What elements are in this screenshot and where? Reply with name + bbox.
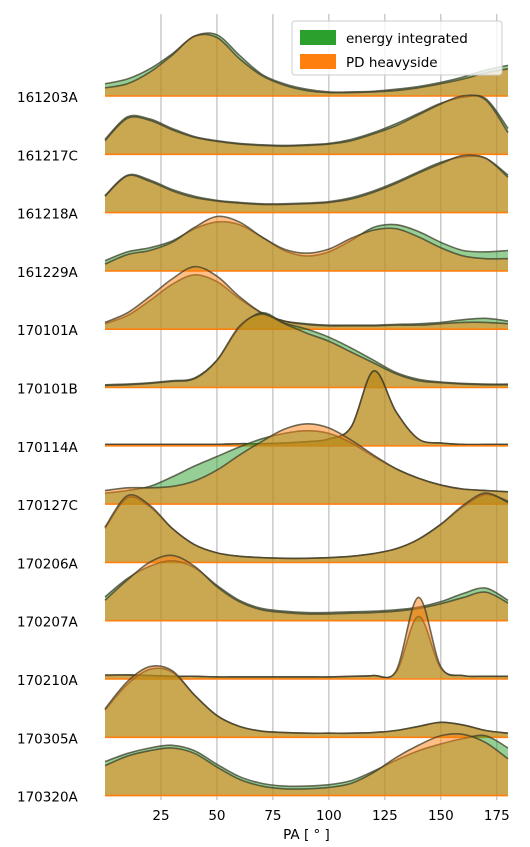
pd-heavyside-line-161217C: [104, 94, 509, 147]
ridge-row-161217C: [104, 94, 509, 156]
pd-heavyside-area-161218A: [105, 154, 508, 213]
pd-heavyside-line-161203A: [104, 33, 509, 94]
row-labels: 161203A 161217C 161218A 161229A 170101A 17010…: [17, 90, 79, 806]
ridge-row-170101B: [104, 311, 509, 389]
pd-heavyside-line-170305A: [104, 664, 509, 735]
row-label-170101B: 170101B: [17, 382, 78, 398]
legend-box: [291, 20, 503, 76]
row-label-161203A: 161203A: [17, 90, 79, 106]
pd-heavyside-area-170210A: [105, 597, 508, 679]
legend-label-energy-integrated: energy integrated: [346, 31, 468, 47]
ridge-row-170101A: [104, 265, 509, 331]
pd-heavyside-line-170101B: [104, 313, 509, 387]
x-tick-label-175: 175: [484, 808, 510, 824]
x-tick-label-125: 125: [372, 808, 398, 824]
row-label-170207A: 170207A: [17, 615, 79, 631]
x-tick-label-75: 75: [264, 808, 281, 824]
x-tick-label-150: 150: [428, 808, 454, 824]
pd-heavyside-area-161217C: [105, 95, 508, 155]
row-label-161217C: 161217C: [17, 148, 78, 164]
row-label-170320A: 170320A: [17, 790, 79, 806]
ridge-rows: [104, 32, 509, 797]
pd-heavyside-area-161203A: [105, 34, 508, 96]
row-label-170210A: 170210A: [17, 673, 79, 689]
row-label-170206A: 170206A: [17, 556, 79, 572]
pd-heavyside-line-170320A: [104, 733, 509, 790]
pd-heavyside-area-170320A: [105, 733, 508, 796]
legend-label-PD-heavyside: PD heavyside: [346, 55, 438, 71]
x-axis-label: PA [ ° ]: [283, 827, 330, 843]
ridge-row-161203A: [104, 32, 509, 97]
pd-heavyside-line-161229A: [104, 215, 509, 265]
pd-heavyside-area-170127C: [105, 423, 508, 505]
x-tick-label-50: 50: [208, 808, 225, 824]
x-tick-label-100: 100: [316, 808, 342, 824]
energy-integrated-line-161203A: [104, 32, 509, 93]
pd-heavyside-area-170305A: [105, 665, 508, 738]
pd-heavyside-area-161229A: [105, 216, 508, 271]
pd-heavyside-area-170101A: [105, 266, 508, 330]
legend-swatch-energy-integrated: [300, 30, 336, 45]
x-axis: 25 50 75 100 125 150 175 PA [ ° ]: [152, 808, 509, 843]
x-tick-label-25: 25: [152, 808, 169, 824]
pd-heavyside-line-170207A: [104, 554, 509, 615]
row-label-170127C: 170127C: [17, 498, 78, 514]
ridge-row-170206A: [104, 492, 509, 564]
pd-heavyside-line-161218A: [104, 154, 509, 206]
row-label-161218A: 161218A: [17, 207, 79, 223]
ridge-row-170127C: [104, 423, 509, 505]
legend-swatch-PD-heavyside: [300, 54, 336, 69]
pd-heavyside-line-170101A: [104, 265, 509, 327]
row-label-161229A: 161229A: [17, 265, 79, 281]
pd-heavyside-area-170101B: [105, 314, 508, 388]
ridge-row-170320A: [104, 733, 509, 797]
ridge-row-161218A: [104, 154, 509, 214]
pd-heavyside-line-170127C: [104, 423, 509, 493]
pd-heavyside-line-170206A: [104, 492, 509, 560]
legend: energy integrated PD heavyside: [291, 20, 503, 76]
ridge-row-170207A: [104, 554, 509, 622]
ridge-row-161229A: [104, 215, 509, 272]
row-label-170101A: 170101A: [17, 323, 79, 339]
pd-heavyside-area-170207A: [105, 555, 508, 621]
row-label-170114A: 170114A: [17, 440, 79, 456]
row-label-170305A: 170305A: [17, 731, 79, 747]
